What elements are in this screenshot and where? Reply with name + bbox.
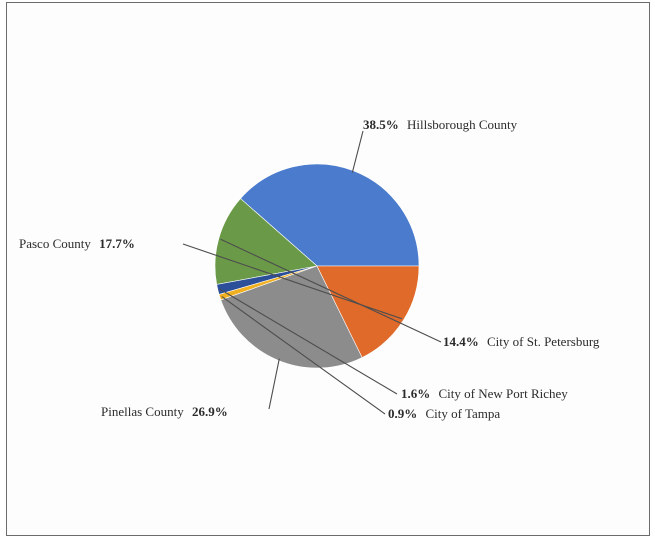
label-st-petersburg: 14.4% City of St. Petersburg [443, 334, 600, 349]
leader-line-st-petersburg [220, 238, 442, 343]
pct-pinellas: 26.9% [192, 404, 228, 419]
name-pasco: Pasco County [19, 236, 91, 251]
name-hillsborough: Hillsborough County [407, 117, 518, 132]
slice-pasco [316, 265, 420, 358]
pct-new-port-richey: 1.6% [401, 386, 430, 401]
pie-chart: 38.5% Hillsborough County 14.4% City of … [19, 117, 600, 421]
pie-slices [214, 163, 420, 369]
label-pasco: Pasco County 17.7% [19, 236, 135, 251]
leader-line-pinellas [268, 358, 280, 410]
leader-line-tampa [221, 296, 386, 415]
leader-line-new-port-richey [219, 288, 398, 395]
pct-hillsborough: 38.5% [363, 117, 399, 132]
slice-st-petersburg [214, 198, 318, 285]
label-new-port-richey: 1.6% City of New Port Richey [401, 386, 568, 401]
name-st-petersburg: City of St. Petersburg [487, 334, 600, 349]
label-tampa: 0.9% City of Tampa [388, 406, 500, 421]
pct-st-petersburg: 14.4% [443, 334, 479, 349]
leader-line-hillsborough [351, 130, 364, 173]
name-tampa: City of Tampa [426, 406, 501, 421]
label-pinellas: Pinellas County 26.9% [101, 404, 228, 419]
name-pinellas: Pinellas County [101, 404, 184, 419]
pct-tampa: 0.9% [388, 406, 417, 421]
pct-pasco: 17.7% [99, 236, 135, 251]
leader-lines [182, 130, 442, 415]
chart-area: 38.5% Hillsborough County 14.4% City of … [6, 2, 650, 536]
label-hillsborough: 38.5% Hillsborough County [363, 117, 518, 132]
name-new-port-richey: City of New Port Richey [439, 386, 569, 401]
leader-line-pasco [182, 243, 403, 320]
